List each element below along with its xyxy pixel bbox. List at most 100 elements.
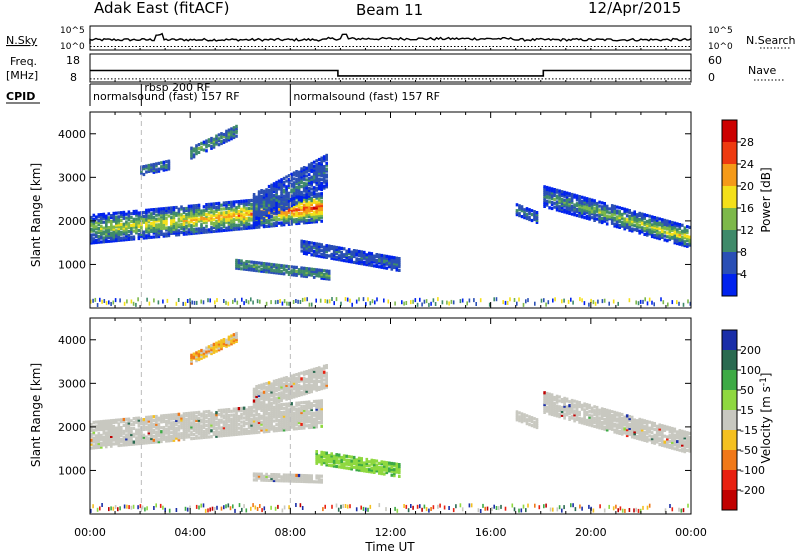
power-echo-cell — [262, 195, 266, 199]
velocity-echo-cell — [317, 379, 321, 384]
power-echo-cell — [205, 141, 208, 145]
velocity-echo-cell — [282, 382, 286, 386]
velocity-echo-cell — [320, 460, 323, 464]
velocity-echo-cell — [242, 420, 246, 424]
velocity-echo-cell — [320, 411, 323, 415]
velocity-echo-cell — [227, 423, 231, 427]
power-echo-cell — [215, 202, 218, 206]
power-echo-cell — [302, 185, 306, 189]
power-colorbar-swatch — [722, 186, 737, 209]
power-echo-cell — [312, 275, 316, 279]
velocity-echo-cell — [192, 417, 196, 421]
power-echo-cell — [112, 227, 116, 231]
power-echo-cell — [127, 212, 131, 216]
power-noise-cell — [166, 298, 169, 303]
power-echo-cell — [205, 139, 208, 143]
velocity-echo-cell — [255, 409, 258, 413]
power-echo-cell — [678, 234, 682, 238]
power-echo-cell — [678, 232, 682, 236]
velocity-echo-cell — [182, 437, 186, 441]
power-echo-cell — [265, 201, 268, 206]
power-echo-cell — [287, 193, 291, 197]
velocity-echo-cell — [598, 412, 601, 416]
power-echo-cell — [147, 167, 151, 172]
velocity-echo-cell — [212, 415, 216, 419]
velocity-echo-cell — [595, 405, 599, 410]
velocity-echo-cell — [545, 391, 549, 396]
velocity-echo-cell — [287, 477, 291, 481]
power-echo-cell — [192, 221, 196, 226]
velocity-echo-cell — [563, 396, 566, 400]
power-echo-cell — [605, 210, 609, 214]
power-echo-cell — [327, 254, 331, 258]
power-echo-cell — [102, 238, 106, 242]
power-echo-cell — [245, 203, 248, 207]
power-echo-cell — [600, 213, 604, 217]
power-echo-cell — [150, 212, 153, 216]
velocity-echo-cell — [543, 391, 546, 395]
velocity-echo-cell — [255, 425, 258, 429]
power-echo-cell — [292, 204, 296, 208]
velocity-echo-cell — [192, 421, 196, 425]
power-echo-cell — [620, 212, 624, 216]
velocity-echo-cell — [177, 412, 181, 416]
power-echo-cell — [182, 220, 186, 224]
velocity-echo-cell — [160, 414, 163, 418]
power-echo-cell — [317, 185, 321, 189]
velocity-echo-cell — [578, 412, 581, 416]
velocity-echo-cell — [195, 436, 198, 440]
power-echo-cell — [147, 235, 151, 240]
velocity-echo-cell — [317, 403, 321, 407]
velocity-echo-cell — [275, 405, 278, 409]
velocity-echo-cell — [340, 459, 343, 463]
power-echo-cell — [110, 239, 113, 243]
power-echo-cell — [200, 147, 203, 151]
velocity-echo-cell — [352, 455, 356, 460]
power-echo-cell — [287, 180, 291, 184]
power-echo-cell — [227, 202, 231, 207]
power-echo-cell — [130, 229, 133, 233]
power-echo-cell — [655, 234, 659, 238]
velocity-echo-cell — [275, 388, 278, 392]
velocity-echo-cell — [172, 421, 176, 425]
power-echo-cell — [280, 217, 283, 221]
power-echo-cell — [167, 228, 171, 232]
power-echo-cell — [292, 206, 296, 210]
velocity-echo-cell — [295, 413, 298, 417]
power-echo-cell — [100, 236, 103, 240]
power-echo-cell — [290, 172, 293, 176]
velocity-echo-cell — [260, 387, 263, 391]
power-echo-cell — [240, 217, 243, 221]
power-echo-cell — [320, 164, 323, 168]
power-noise-cell — [516, 301, 518, 306]
velocity-echo-cell — [390, 461, 394, 466]
power-echo-cell — [102, 220, 106, 224]
power-echo-cell — [147, 224, 151, 228]
velocity-echo-cell — [553, 395, 556, 400]
power-echo-cell — [132, 219, 136, 223]
velocity-echo-cell — [205, 423, 208, 427]
power-colorbar-swatch — [722, 120, 737, 143]
power-echo-cell — [287, 265, 291, 269]
power-echo-cell — [290, 202, 293, 206]
velocity-echo-cell — [252, 429, 256, 433]
velocity-echo-cell — [137, 420, 141, 424]
velocity-echo-cell — [342, 464, 346, 468]
velocity-echo-cell — [302, 410, 306, 414]
power-echo-cell — [368, 261, 371, 265]
power-echo-cell — [232, 208, 236, 212]
power-echo-cell — [262, 265, 266, 270]
velocity-echo-cell — [150, 429, 153, 433]
power-echo-cell — [673, 227, 677, 231]
power-noise-cell — [304, 297, 306, 302]
power-echo-cell — [312, 218, 316, 222]
power-echo-cell — [312, 198, 316, 202]
power-echo-cell — [563, 204, 566, 208]
velocity-echo-cell — [190, 355, 193, 359]
velocity-echo-cell — [575, 414, 579, 418]
power-echo-cell — [230, 202, 233, 206]
velocity-echo-cell — [232, 333, 236, 337]
power-echo-cell — [535, 214, 539, 219]
power-echo-cell — [90, 229, 93, 233]
